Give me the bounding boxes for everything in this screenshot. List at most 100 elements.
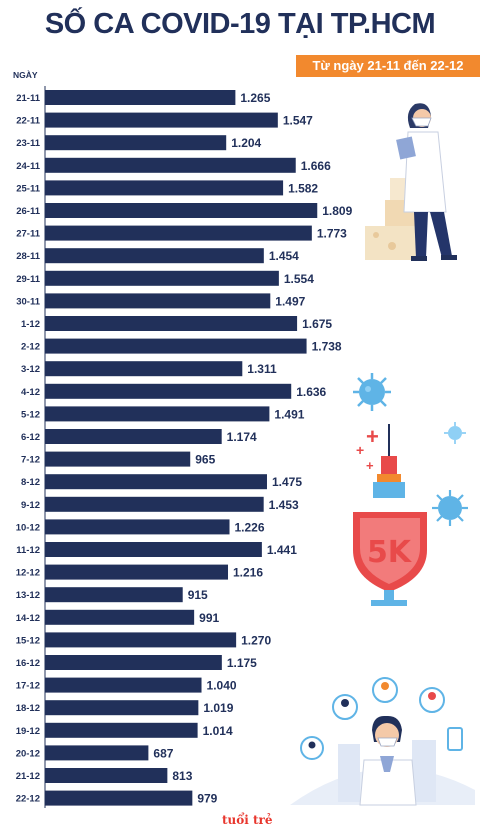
category-label: 8-12 — [21, 477, 40, 488]
bar — [45, 519, 230, 535]
svg-text:+: + — [366, 424, 379, 449]
value-label: 1.216 — [233, 566, 263, 580]
category-label: 29-11 — [16, 274, 40, 285]
category-label: 3-12 — [21, 364, 40, 375]
bar — [45, 474, 267, 490]
category-label: 7-12 — [21, 455, 40, 466]
bar — [45, 587, 183, 603]
virus-icon — [353, 373, 391, 411]
value-label: 1.547 — [283, 114, 313, 128]
value-label: 1.174 — [227, 430, 257, 444]
value-label: 1.666 — [301, 159, 331, 173]
bar — [45, 564, 229, 580]
date-range-text: Từ ngày 21-11 đến 22-12 — [312, 58, 464, 73]
svg-text:+: + — [356, 442, 364, 458]
bar — [45, 677, 202, 693]
bar — [45, 135, 227, 151]
value-label: 1.675 — [302, 317, 332, 331]
svg-text:+: + — [366, 458, 374, 473]
category-label: 13-12 — [16, 590, 40, 601]
category-label: 23-11 — [16, 138, 40, 149]
value-label: 991 — [199, 611, 219, 625]
category-label: 10-12 — [16, 522, 40, 533]
bar — [45, 248, 264, 264]
value-label: 813 — [172, 769, 192, 783]
bar — [45, 745, 149, 761]
category-label: 18-12 — [16, 703, 40, 714]
value-label: 1.311 — [247, 362, 277, 376]
category-label: 22-12 — [16, 794, 40, 805]
bar — [45, 542, 262, 557]
bar — [45, 655, 222, 670]
bar — [45, 768, 168, 783]
category-label: 11-12 — [16, 545, 40, 556]
bar — [45, 180, 284, 196]
category-label: 25-11 — [16, 183, 40, 194]
category-label: 14-12 — [16, 613, 40, 624]
bar — [45, 609, 195, 625]
page-title: SỐ CA COVID-19 TẠI TP.HCM — [44, 8, 436, 40]
bar — [45, 406, 270, 422]
value-label: 1.040 — [207, 679, 237, 693]
category-label: 21-11 — [16, 93, 40, 104]
value-label: 979 — [197, 792, 217, 806]
category-label: 5-12 — [21, 409, 40, 420]
category-label: 22-11 — [16, 116, 40, 127]
category-label: 15-12 — [16, 635, 40, 646]
virus-icon-right — [432, 490, 468, 526]
category-label: 27-11 — [16, 229, 40, 240]
category-label: 20-12 — [16, 748, 40, 759]
bar — [45, 632, 237, 648]
bar — [45, 383, 292, 399]
bar — [45, 790, 193, 806]
value-label: 1.497 — [275, 294, 305, 308]
value-label: 1.226 — [235, 520, 265, 534]
virus-icon-small — [444, 422, 466, 444]
bar — [45, 338, 307, 354]
category-label: 1-12 — [21, 319, 40, 330]
value-label: 1.773 — [317, 227, 347, 241]
bar — [45, 316, 298, 331]
category-label: 26-11 — [16, 206, 40, 217]
category-label: 21-12 — [16, 771, 40, 782]
value-label: 1.809 — [322, 204, 352, 218]
value-label: 1.554 — [284, 272, 314, 286]
bar — [45, 90, 236, 105]
bar — [45, 722, 198, 738]
value-label: 1.270 — [241, 633, 271, 647]
bar — [45, 451, 191, 467]
vaccine-label: 5K — [367, 535, 413, 570]
bar — [45, 361, 243, 377]
value-label: 1.453 — [269, 498, 299, 512]
value-label: 965 — [195, 453, 215, 467]
value-label: 1.475 — [272, 475, 302, 489]
value-label: 1.454 — [269, 249, 299, 263]
category-label: 12-12 — [16, 568, 40, 579]
category-label: 6-12 — [21, 432, 40, 443]
category-label: 16-12 — [16, 658, 40, 669]
value-label: 1.014 — [203, 724, 233, 738]
axis-label-ngay: NGÀY — [13, 70, 38, 80]
bar — [45, 429, 222, 444]
value-label: 1.738 — [312, 340, 342, 354]
category-label: 28-11 — [16, 251, 40, 262]
value-label: 915 — [188, 588, 208, 602]
value-label: 1.204 — [231, 136, 261, 150]
date-range-badge: Từ ngày 21-11 đến 22-12 — [296, 55, 480, 77]
vaccine-syringe-shield: + + + 5K — [353, 424, 427, 606]
bar — [45, 270, 279, 286]
category-label: 9-12 — [21, 500, 40, 511]
value-label: 1.441 — [267, 543, 297, 557]
bar — [45, 293, 271, 309]
value-label: 1.019 — [203, 701, 233, 715]
category-label: 4-12 — [21, 387, 40, 398]
value-label: 1.175 — [227, 656, 257, 670]
medical-team-illustration — [290, 677, 475, 806]
bar — [45, 496, 264, 512]
tuoi-tre-logo: tuổi trẻ — [222, 813, 273, 827]
bar — [45, 700, 199, 716]
bar — [45, 225, 312, 241]
category-label: 30-11 — [16, 296, 40, 307]
bar — [45, 157, 296, 173]
